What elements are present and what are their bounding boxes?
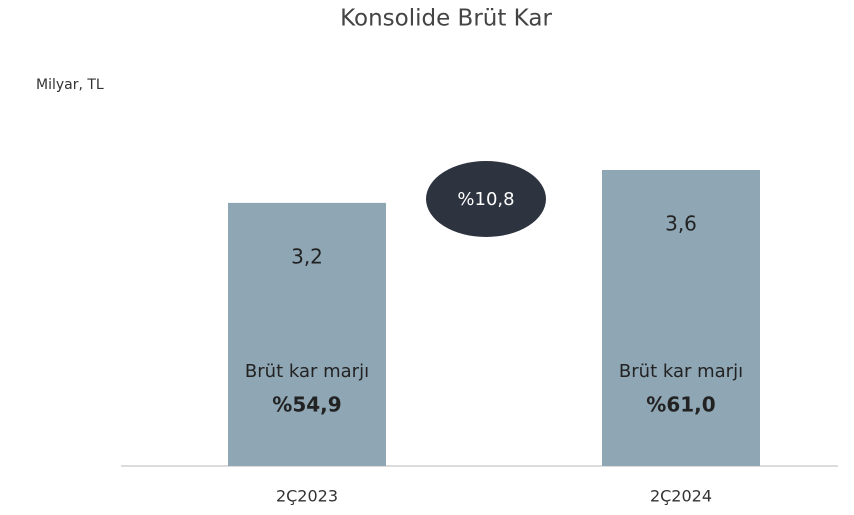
value-label: 3,2: [291, 244, 323, 268]
growth-badge: [426, 161, 546, 237]
margin-value: %54,9: [272, 393, 341, 417]
bar: [228, 202, 386, 466]
chart-title: Konsolide Brüt Kar: [340, 6, 552, 32]
x-tick-label: 2Ç2024: [650, 487, 712, 506]
bar: [602, 170, 760, 466]
unit-label: Milyar, TL: [36, 77, 104, 93]
margin-label: Brüt kar marjı: [619, 361, 743, 382]
margin-value: %61,0: [646, 393, 715, 417]
margin-label: Brüt kar marjı: [245, 361, 369, 382]
growth-label: %10,8: [457, 189, 514, 210]
value-label: 3,6: [665, 212, 697, 236]
x-tick-label: 2Ç2023: [276, 487, 338, 506]
